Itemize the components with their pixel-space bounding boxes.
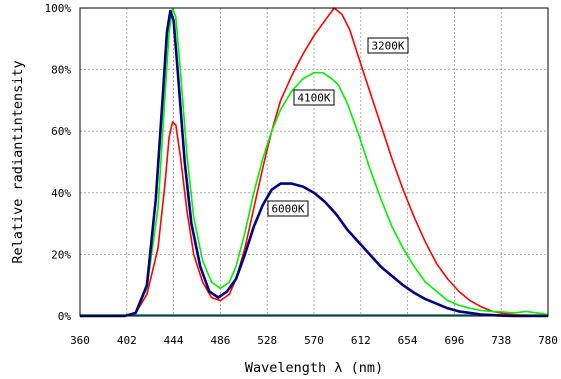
annotation-box [267,200,309,217]
x-axis-ticks: 360 402 444 486 528 570 612 654 696 738 780 [70,334,558,347]
x-tick-label: 444 [164,334,184,347]
x-tick-label: 360 [70,334,90,347]
y-tick-label: 80% [51,64,71,77]
y-tick-label: 60% [51,125,71,138]
annotation-label: 6000K [271,203,304,216]
x-tick-label: 738 [491,334,511,347]
x-tick-label: 402 [117,334,137,347]
y-axis-ticks: 0% 20% 40% 60% 80% 100% [45,2,72,323]
plot-frame [79,7,549,317]
x-tick-label: 780 [538,334,558,347]
series-line-3200k [80,7,548,317]
series-line-6000k [80,9,548,318]
annotation-6000k: 6000K [267,200,309,217]
x-tick-label: 486 [210,334,230,347]
x-tick-label: 570 [304,334,324,347]
series-layer [80,7,549,318]
annotation-3200k: 3200K [367,37,409,54]
annotation-layer: 3200K 4100K 6000K [267,37,409,217]
x-tick-label: 696 [444,334,464,347]
y-tick-label: 20% [51,248,71,261]
x-axis-title: Wavelength λ (nm) [245,360,383,376]
series-line-4100k [80,7,549,317]
annotation-box [293,89,335,106]
x-tick-label: 654 [398,334,418,347]
y-tick-label: 100% [45,2,72,15]
y-tick-label: 0% [58,310,72,323]
x-tick-label: 612 [351,334,371,347]
grid-layer [80,8,548,316]
x-tick-label: 528 [257,334,277,347]
annotation-4100k: 4100K [293,89,335,106]
annotation-label: 4100K [297,92,330,105]
y-axis-title: Relative radiantintensity [10,60,26,263]
y-tick-label: 40% [51,187,71,200]
annotation-label: 3200K [371,40,404,53]
annotation-box [367,37,409,54]
